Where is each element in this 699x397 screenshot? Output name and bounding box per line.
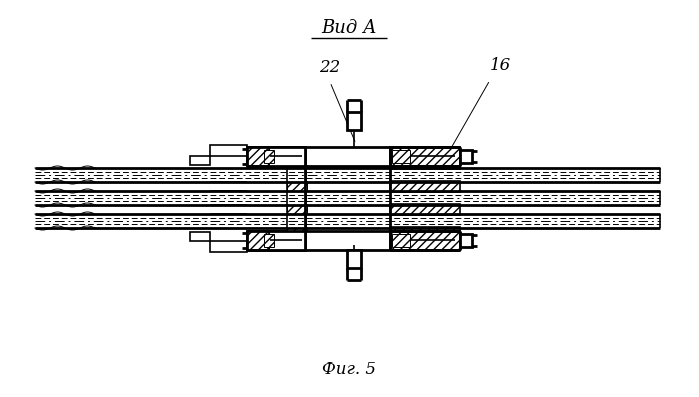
Bar [307, 192, 388, 204]
Bar [390, 147, 460, 166]
Text: 16: 16 [489, 57, 511, 74]
Bar [190, 232, 210, 241]
Bar [287, 166, 307, 231]
Bar [347, 112, 361, 130]
Bar [210, 241, 247, 252]
Bar [390, 227, 460, 250]
Text: Фиг. 5: Фиг. 5 [322, 362, 376, 378]
Bar [307, 169, 388, 181]
Bar [460, 150, 472, 163]
Bar [460, 234, 472, 247]
Bar [247, 147, 269, 166]
Bar [190, 156, 210, 165]
Bar [347, 250, 361, 268]
Bar [247, 231, 269, 250]
Bar [390, 204, 460, 215]
Bar [392, 150, 410, 163]
Bar [269, 231, 305, 250]
Bar [392, 234, 410, 247]
Bar [247, 147, 305, 166]
Bar [264, 234, 274, 247]
Bar [390, 147, 460, 169]
Text: Вид А: Вид А [321, 19, 377, 37]
Bar [307, 215, 388, 227]
Bar [287, 205, 307, 214]
Bar [210, 145, 247, 156]
Bar [287, 166, 307, 168]
Text: 22: 22 [319, 59, 340, 76]
Bar [390, 181, 460, 192]
Bar [287, 228, 307, 231]
Bar [287, 182, 307, 191]
Bar [269, 147, 305, 166]
Bar [390, 231, 460, 250]
Bar [264, 150, 274, 163]
Bar [247, 231, 305, 250]
